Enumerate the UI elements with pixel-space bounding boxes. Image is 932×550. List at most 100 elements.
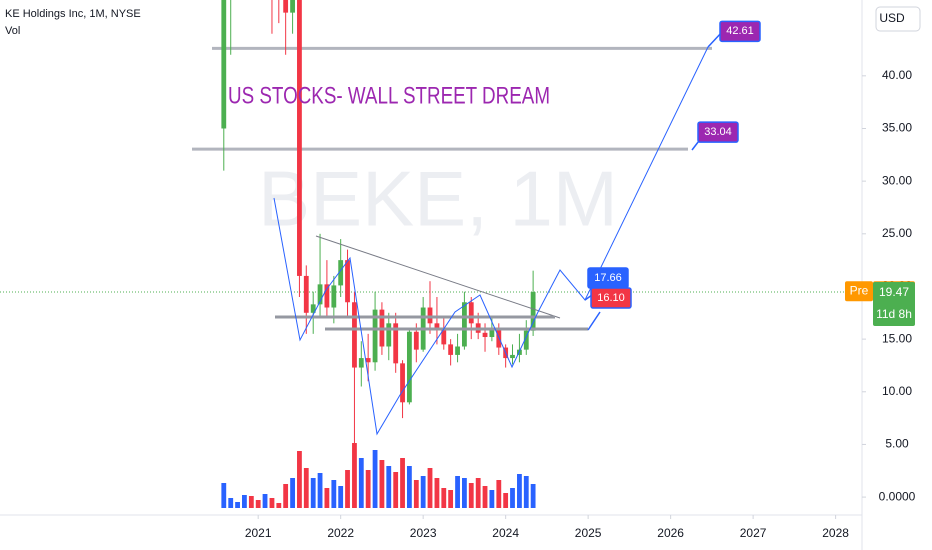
y-tick-label: 0.0000 xyxy=(879,489,916,503)
volume-bar xyxy=(503,493,509,508)
candle-body xyxy=(489,328,495,338)
candle-body xyxy=(434,323,440,330)
y-tick-label: 25.00 xyxy=(882,226,912,240)
last-price-tag xyxy=(873,282,915,327)
candle-body xyxy=(303,275,309,313)
pre-tag xyxy=(845,281,873,302)
trend-line xyxy=(315,235,561,319)
projection-path xyxy=(273,46,709,436)
candle-body xyxy=(338,260,344,286)
candle-body xyxy=(317,284,323,305)
volume-bar xyxy=(228,498,234,508)
volume-bar xyxy=(393,472,399,508)
volume-bar xyxy=(345,470,350,508)
candle-body xyxy=(400,363,405,403)
volume-bar xyxy=(468,483,474,508)
target-label: 42.61 xyxy=(726,25,754,37)
plot xyxy=(0,0,862,508)
volume-bar xyxy=(221,483,227,508)
candle-body xyxy=(345,260,350,303)
target-label: 17.66 xyxy=(594,272,622,284)
candle-body xyxy=(406,331,412,403)
y-tick-label: 10.00 xyxy=(882,384,912,398)
y-tick-label: 15.00 xyxy=(882,331,912,345)
volume-bar xyxy=(434,478,440,508)
currency[interactable]: USD xyxy=(879,11,905,25)
volume-bar xyxy=(420,476,426,508)
x-tick-label: 2021 xyxy=(245,526,272,540)
currency-box[interactable] xyxy=(875,6,921,32)
y-tick-label: 30.00 xyxy=(882,173,912,187)
volume-bar xyxy=(517,474,522,508)
countdown: 11d 8h xyxy=(876,307,912,321)
candle-body xyxy=(441,329,447,345)
volume-bar xyxy=(242,495,247,508)
y-tick-label: 35.00 xyxy=(882,121,912,135)
candle-body xyxy=(352,302,357,368)
volume-bar xyxy=(303,468,309,508)
chart-title: KE Holdings Inc, 1M, NYSE xyxy=(5,8,141,20)
volume-bar xyxy=(441,488,447,508)
volume-bar xyxy=(255,500,261,508)
x-tick-label: 2027 xyxy=(740,526,767,540)
volume-bar xyxy=(523,476,529,508)
y-tick-label: 5.00 xyxy=(885,437,909,451)
volume-bar xyxy=(386,466,392,508)
annotation: US STOCKS- WALL STREET DREAM xyxy=(228,82,550,109)
volume-bar xyxy=(331,480,337,508)
volume-bar xyxy=(290,478,295,508)
volume-bar xyxy=(248,496,254,508)
candle-body xyxy=(331,285,337,308)
volume-bar xyxy=(365,470,371,508)
candle-body xyxy=(386,323,392,347)
x-tick-label: 2022 xyxy=(327,526,354,540)
volume-bar xyxy=(455,476,460,508)
candle-body xyxy=(448,344,454,355)
target-badge xyxy=(697,121,739,143)
volume-bar xyxy=(283,484,289,508)
volume-bar xyxy=(352,443,357,508)
candle-body xyxy=(221,0,227,129)
candle-body xyxy=(510,354,515,359)
candle-body xyxy=(365,358,371,363)
candle-body xyxy=(482,332,488,338)
volume-bar xyxy=(427,468,433,508)
volume-bar xyxy=(297,451,302,508)
candle-body xyxy=(283,0,289,13)
candle-body xyxy=(523,330,529,350)
target-badge xyxy=(719,20,761,43)
volume-label: Vol xyxy=(5,25,20,37)
candle-body xyxy=(358,358,364,368)
candle-body xyxy=(324,284,330,308)
x-tick-label: 2024 xyxy=(492,526,519,540)
target-badge xyxy=(590,287,632,309)
volume-bar xyxy=(262,494,268,508)
watermark: BEKE, 1M xyxy=(258,155,618,243)
volume-bar xyxy=(372,450,378,508)
volume-bar xyxy=(400,458,405,508)
pre-label: Pre xyxy=(850,283,869,297)
volume-bar xyxy=(475,478,481,508)
volume-bar xyxy=(358,458,364,508)
candle-body xyxy=(310,304,316,313)
target-label: 33.04 xyxy=(704,126,732,138)
candle-body xyxy=(427,307,433,324)
candle-body xyxy=(413,331,419,350)
volume-bar xyxy=(496,480,502,508)
volume-bar xyxy=(276,503,282,508)
x-tick-label: 2025 xyxy=(575,526,602,540)
candle-body xyxy=(462,302,467,347)
candle-body xyxy=(290,0,295,13)
volume-bar xyxy=(379,460,385,508)
volume-bar xyxy=(310,478,316,508)
y-tick-label: 40.00 xyxy=(882,68,912,82)
volume-bar xyxy=(462,478,467,508)
volume-bar xyxy=(510,488,515,508)
volume-bar xyxy=(448,490,454,508)
candle-body xyxy=(455,346,460,355)
last-price: 19.47 xyxy=(879,285,909,299)
volume-bar xyxy=(317,473,323,508)
volume-bar xyxy=(269,498,275,508)
volume-bar xyxy=(406,466,412,508)
